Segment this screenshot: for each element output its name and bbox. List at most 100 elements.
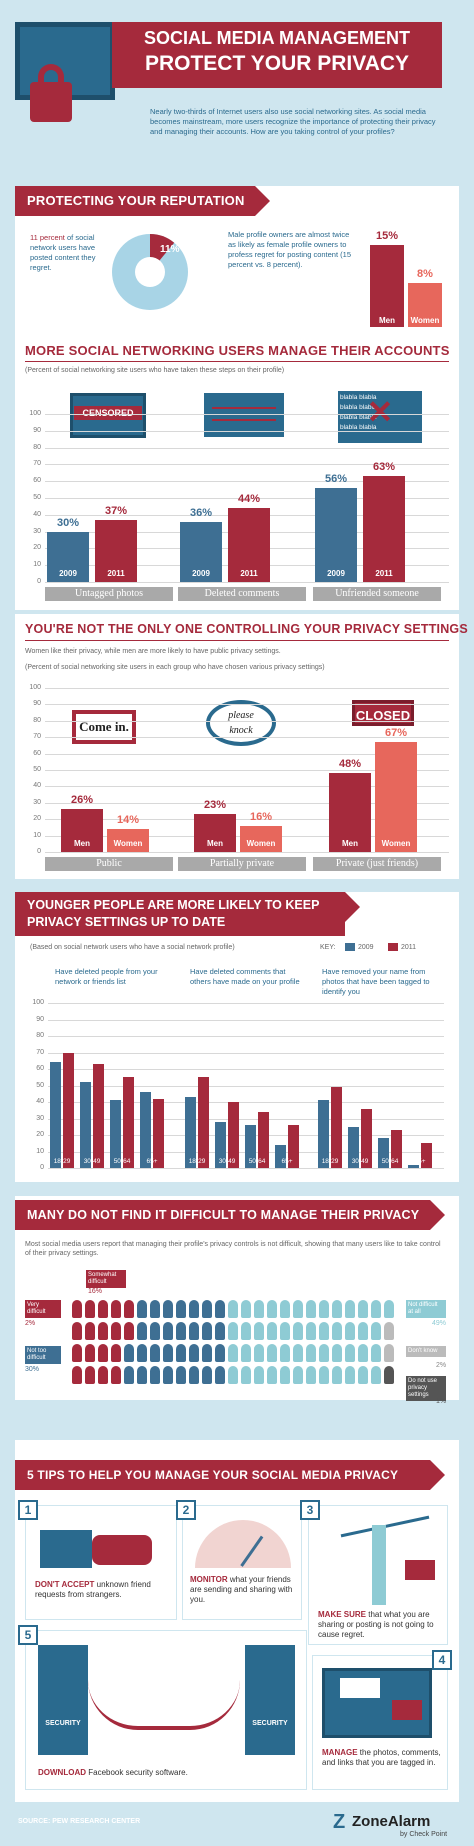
person-icon — [384, 1366, 394, 1384]
person-icon — [332, 1300, 342, 1318]
person-icon — [137, 1322, 147, 1340]
person-icon — [358, 1344, 368, 1362]
somewhat-difficult-label: Somewhat difficult — [86, 1270, 126, 1288]
bar-value-label: 14% — [116, 814, 140, 827]
pie-hole — [135, 257, 165, 287]
age-label: 18-29 — [321, 1158, 339, 1165]
not-difficult-at-all-pct: 49% — [432, 1320, 447, 1327]
somewhat-difficult-pct: 16% — [88, 1288, 103, 1295]
not-difficult-at-all-label: Not difficult at all — [406, 1300, 446, 1318]
y-tick-label: 50 — [33, 494, 41, 501]
legend-2009: 2009 — [358, 944, 374, 951]
y-tick-label: 90 — [33, 700, 41, 708]
header-title-line2: PROTECT YOUR PRIVACY — [144, 52, 410, 75]
unfriend-x-icon: ✕ — [366, 394, 394, 430]
bar-2009 — [245, 1125, 256, 1168]
person-icon — [241, 1300, 251, 1318]
person-icon — [72, 1344, 82, 1362]
y-tick-label: 100 — [32, 999, 44, 1006]
person-icon — [176, 1344, 186, 1362]
settings-note1: Women like their privacy, while men are … — [25, 648, 281, 655]
bar-2011 — [93, 1064, 104, 1168]
age-label: 30-49 — [218, 1158, 236, 1165]
gridline — [45, 447, 449, 449]
person-icon — [267, 1300, 277, 1318]
bar-value-label: 37% — [104, 504, 128, 517]
gridline — [45, 737, 449, 739]
bar-2011 — [331, 1087, 342, 1168]
bar-year-label: 2009 — [192, 569, 210, 578]
y-tick-label: 80 — [36, 1032, 44, 1039]
please-knock-sign: please knock — [206, 700, 276, 746]
y-tick-label: 10 — [33, 561, 41, 569]
gridline — [45, 770, 449, 771]
bar-2009 — [215, 1121, 226, 1168]
bar-2011 — [391, 1130, 402, 1168]
person-icon — [98, 1322, 108, 1340]
bar-2011 — [123, 1077, 134, 1168]
person-icon — [228, 1322, 238, 1340]
difficult-title: MANY DO NOT FIND IT DIFFICULT TO MANAGE … — [15, 1200, 445, 1230]
bar-value-label: 63% — [372, 461, 396, 474]
gridline — [45, 414, 449, 415]
tip2-bold: MONITOR — [190, 1575, 228, 1584]
tag-icon — [392, 1700, 422, 1720]
tip1-bold: DON'T ACCEPT — [35, 1580, 95, 1589]
younger-title-bg — [15, 892, 360, 936]
tip3-bold: MAKE SURE — [318, 1610, 367, 1619]
bar-value-label: 67% — [384, 727, 408, 740]
person-icon — [345, 1366, 355, 1384]
bar-2011 — [198, 1077, 209, 1168]
bar-series-label: Men — [342, 839, 358, 848]
person-icon — [228, 1366, 238, 1384]
do-not-use-text: Do not use privacy settings — [408, 1378, 438, 1398]
gridline — [45, 481, 449, 483]
person-icon — [267, 1366, 277, 1384]
bar-2009 — [80, 1082, 91, 1168]
blabla-text: blabla — [340, 394, 358, 401]
gridline — [45, 430, 449, 432]
come-in-sign: Come in. — [72, 710, 136, 744]
person-icon — [163, 1366, 173, 1384]
not-too-difficult-label: Not too difficult — [25, 1346, 61, 1364]
bar-2009 — [275, 1144, 286, 1168]
difficult-note: Most social media users report that mana… — [25, 1241, 441, 1257]
y-tick-label: 30 — [33, 527, 41, 535]
age-label: 30-49 — [351, 1158, 369, 1165]
dont-know-pct: 2% — [436, 1362, 447, 1369]
bar-2011 — [153, 1098, 164, 1168]
y-tick-label: 70 — [36, 1048, 44, 1056]
blabla-text: blabla — [359, 404, 377, 411]
gridline — [48, 1102, 444, 1103]
person-icon — [267, 1322, 277, 1340]
bar-2009 — [408, 1164, 419, 1168]
legend-key: KEY: — [320, 944, 336, 951]
y-tick-label: 20 — [33, 544, 41, 552]
person-icon — [202, 1300, 212, 1318]
brand-by: by Check Point — [400, 1831, 448, 1838]
bar-value-label: 23% — [203, 799, 227, 812]
tip1-text: DON'T ACCEPT unknown friend requests fro… — [35, 1580, 175, 1600]
person-icon — [176, 1300, 186, 1318]
y-tick-label: 40 — [33, 782, 41, 790]
bar-year-label: 2011 — [240, 569, 258, 578]
bar-value-label: 16% — [249, 810, 273, 823]
reputation-bar-men — [370, 244, 404, 327]
person-icon — [319, 1322, 329, 1340]
person-icon — [306, 1322, 316, 1340]
tip5-bold: DOWNLOAD — [38, 1768, 86, 1777]
security-guard-icon — [38, 1645, 88, 1755]
bar-women — [240, 825, 282, 852]
person-icon — [293, 1366, 303, 1384]
do-not-use-pct: 1% — [436, 1398, 447, 1405]
age-label: 50-64 — [381, 1158, 399, 1165]
tip5-number: 5 — [18, 1625, 38, 1645]
age-label: 50-64 — [113, 1158, 131, 1165]
reputation-stat-pct: 11 percent — [30, 233, 65, 242]
bar-2011 — [95, 519, 137, 582]
dont-know-label: Don't know — [406, 1346, 446, 1357]
bar-2009 — [50, 1062, 61, 1168]
person-icon — [306, 1366, 316, 1384]
y-tick-label: 30 — [33, 798, 41, 806]
hand-icon — [40, 1530, 92, 1568]
